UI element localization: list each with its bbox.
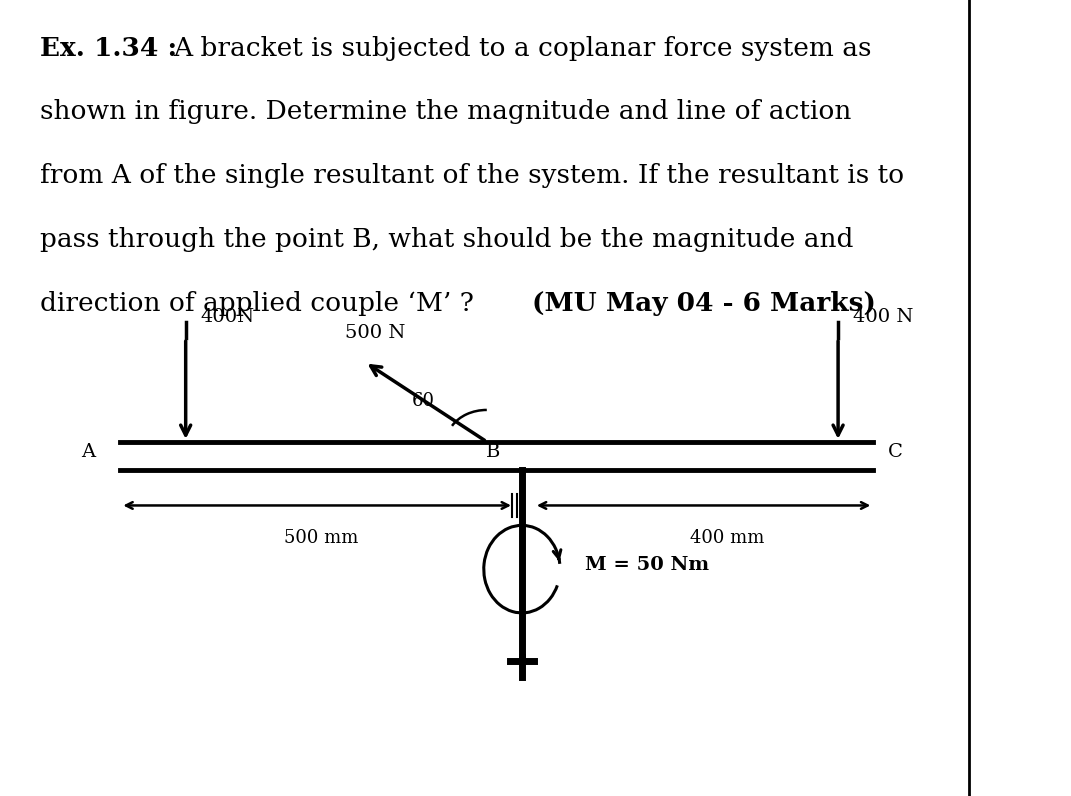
Text: 400N: 400N [200,308,255,326]
Text: A: A [81,443,95,461]
Text: 500 mm: 500 mm [284,529,359,548]
Text: A bracket is subjected to a coplanar force system as: A bracket is subjected to a coplanar for… [172,36,871,60]
Text: 60: 60 [411,392,435,410]
Text: direction of applied couple ‘M’ ?: direction of applied couple ‘M’ ? [40,291,474,315]
Text: Ex. 1.34 :: Ex. 1.34 : [40,36,178,60]
Text: from A of the single resultant of the system. If the resultant is to: from A of the single resultant of the sy… [40,163,904,188]
Text: (MU May 04 - 6 Marks): (MU May 04 - 6 Marks) [532,291,876,315]
Text: shown in figure. Determine the magnitude and line of action: shown in figure. Determine the magnitude… [40,100,851,124]
Text: pass through the point B, what should be the magnitude and: pass through the point B, what should be… [40,227,854,252]
Text: 500 N: 500 N [345,324,405,342]
Text: 400 mm: 400 mm [691,529,765,548]
Text: 400 N: 400 N [854,308,914,326]
Text: B: B [485,443,500,461]
Text: C: C [888,443,903,461]
Text: M = 50 Nm: M = 50 Nm [585,556,709,574]
